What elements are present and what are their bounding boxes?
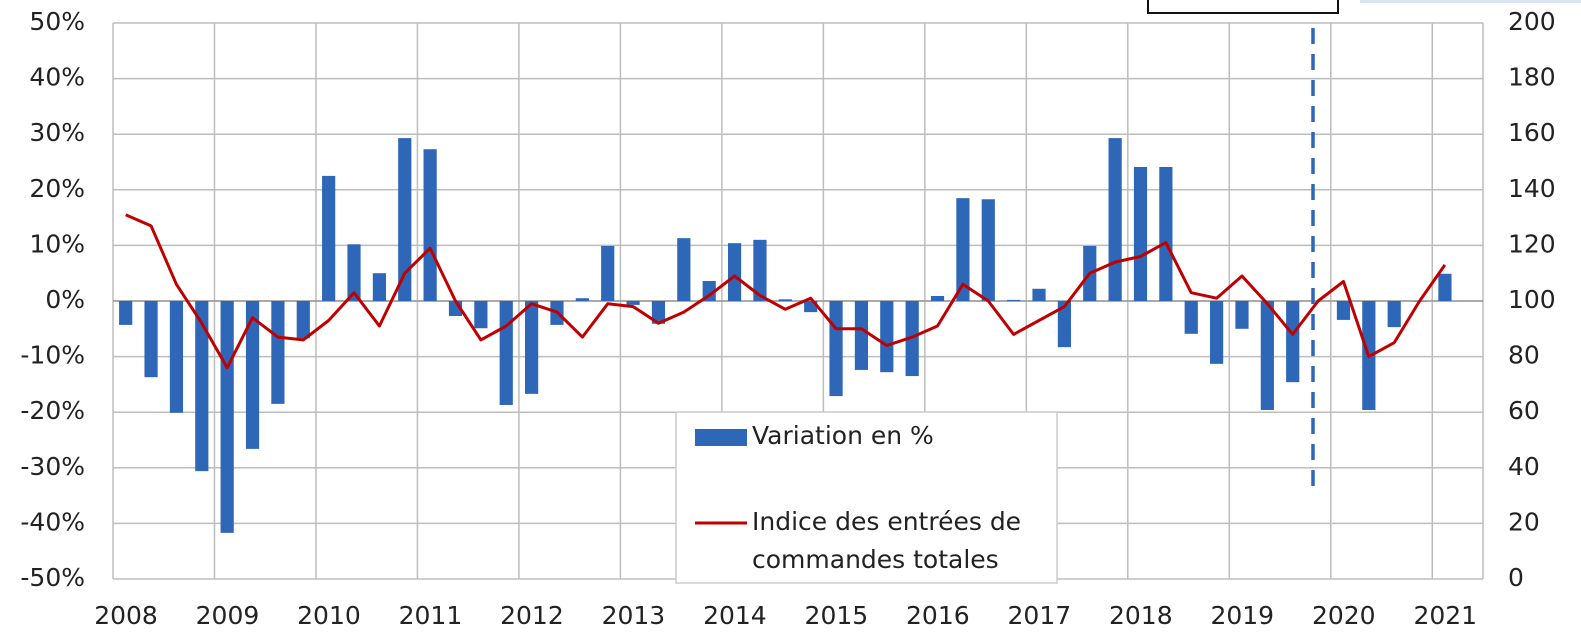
bar [880, 301, 894, 373]
x-tick-label: 2008 [94, 601, 158, 630]
y-tick-label: 20% [29, 174, 85, 203]
bar [651, 301, 666, 324]
bar [322, 175, 336, 301]
bar [144, 301, 158, 378]
y-tick-label: 10% [29, 229, 85, 258]
y-tick-label: 50% [29, 7, 85, 36]
y2-tick-label: 180 [1508, 63, 1556, 92]
bar [296, 301, 310, 339]
bar [956, 198, 970, 301]
y2-tick-label: 140 [1508, 174, 1556, 203]
bar [677, 238, 691, 301]
bar [474, 301, 488, 329]
bar [195, 301, 209, 472]
y-tick-label: 30% [29, 118, 85, 147]
legend-label: Indice des entrées de commandes totales [752, 507, 1021, 574]
x-tick-label: 2013 [602, 601, 666, 630]
bar [1438, 273, 1452, 301]
legend-label: Variation en % [752, 421, 934, 450]
x-tick-label: 2020 [1312, 601, 1376, 630]
bar [1336, 301, 1351, 320]
y2-tick-label: 100 [1508, 285, 1556, 314]
top-box [1147, 0, 1339, 14]
bar [1235, 301, 1249, 329]
bar [1032, 288, 1046, 301]
top-strip [1360, 0, 1581, 3]
x-tick-label: 2011 [399, 601, 463, 630]
bar [981, 199, 995, 301]
y-tick-label: -20% [20, 396, 85, 425]
bar [372, 273, 386, 301]
bar [525, 301, 539, 394]
line [125, 213, 1447, 370]
bar [727, 243, 742, 301]
legend: Variation en % Indice des entrées de comma… [675, 411, 1058, 584]
bar [1007, 299, 1021, 301]
bar [423, 149, 437, 301]
y-tick-label: -40% [20, 507, 85, 536]
y2-tick-label: 200 [1508, 7, 1556, 36]
bar [753, 239, 767, 301]
bar [499, 301, 513, 405]
bar [626, 301, 640, 305]
y-tick-label: -50% [20, 563, 85, 592]
bar [854, 301, 869, 370]
y2-tick-label: 0 [1508, 563, 1524, 592]
x-tick-label: 2010 [297, 601, 361, 630]
x-tick-label: 2016 [906, 601, 970, 630]
x-tick-label: 2012 [500, 601, 564, 630]
y2-tick-label: 20 [1508, 507, 1540, 536]
bar [1159, 167, 1173, 301]
y-tick-label: -10% [20, 341, 85, 370]
bar [601, 245, 615, 301]
bar [804, 301, 818, 313]
bar [220, 301, 234, 533]
bar [829, 301, 843, 397]
bar [1184, 301, 1198, 334]
bar [1108, 138, 1122, 301]
x-tick-label: 2014 [703, 601, 767, 630]
y-tick-label: 0% [45, 285, 85, 314]
x-tick-label: 2018 [1109, 601, 1173, 630]
bar [169, 301, 184, 413]
bar [119, 301, 133, 325]
y2-tick-label: 160 [1508, 118, 1556, 147]
bar [245, 301, 260, 449]
x-tick-label: 2019 [1210, 601, 1274, 630]
x-tick-label: 2021 [1413, 601, 1477, 630]
y-tick-label: -30% [20, 452, 85, 481]
x-tick-label: 2017 [1008, 601, 1072, 630]
y2-tick-label: 40 [1508, 452, 1540, 481]
bar [575, 298, 589, 301]
bar [1210, 301, 1224, 364]
bar [1133, 167, 1148, 301]
bar [1387, 301, 1401, 328]
x-tick-label: 2009 [196, 601, 260, 630]
y2-tick-label: 80 [1508, 341, 1540, 370]
y-tick-label: 40% [29, 63, 85, 92]
bar [1260, 301, 1274, 410]
bar [778, 299, 792, 301]
y2-tick-label: 120 [1508, 229, 1556, 258]
marks [113, 138, 1483, 533]
bar [347, 244, 361, 301]
bar [271, 301, 285, 404]
bar [1057, 301, 1071, 348]
legend-swatch [695, 429, 747, 446]
y2-tick-label: 60 [1508, 396, 1540, 425]
bar [398, 138, 412, 301]
x-tick-label: 2015 [805, 601, 869, 630]
bar [930, 295, 945, 301]
bar [1286, 301, 1300, 383]
